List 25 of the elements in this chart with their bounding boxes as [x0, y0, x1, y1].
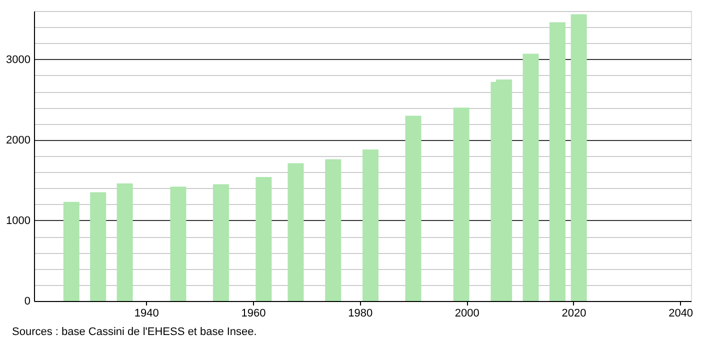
y-tick-label: 1000 [6, 214, 30, 227]
bar [549, 22, 566, 301]
x-tick-label: 1940 [134, 308, 159, 320]
bar [212, 184, 229, 301]
bar [63, 202, 80, 301]
bar [405, 116, 422, 301]
bar [116, 183, 133, 301]
y-tick-label: 0 [24, 296, 30, 308]
bar [453, 108, 470, 301]
x-tick-label: 2000 [454, 308, 480, 320]
y-tick-label: 3000 [6, 54, 30, 66]
bar [522, 54, 539, 301]
y-tick-label: 2000 [6, 134, 30, 146]
x-tick-label: 1980 [348, 308, 373, 320]
x-tick-label: 1960 [241, 308, 266, 320]
bar [256, 176, 272, 301]
source-note: Sources : base Cassini de l'EHESS et base Insee. [12, 326, 257, 338]
x-tick-label: 2020 [562, 308, 586, 320]
x-tick-label: 2040 [668, 308, 694, 320]
bar [90, 192, 106, 301]
bar [570, 14, 587, 301]
bar [362, 150, 379, 301]
bar [288, 163, 304, 301]
bar [325, 159, 342, 301]
bar [170, 186, 186, 301]
